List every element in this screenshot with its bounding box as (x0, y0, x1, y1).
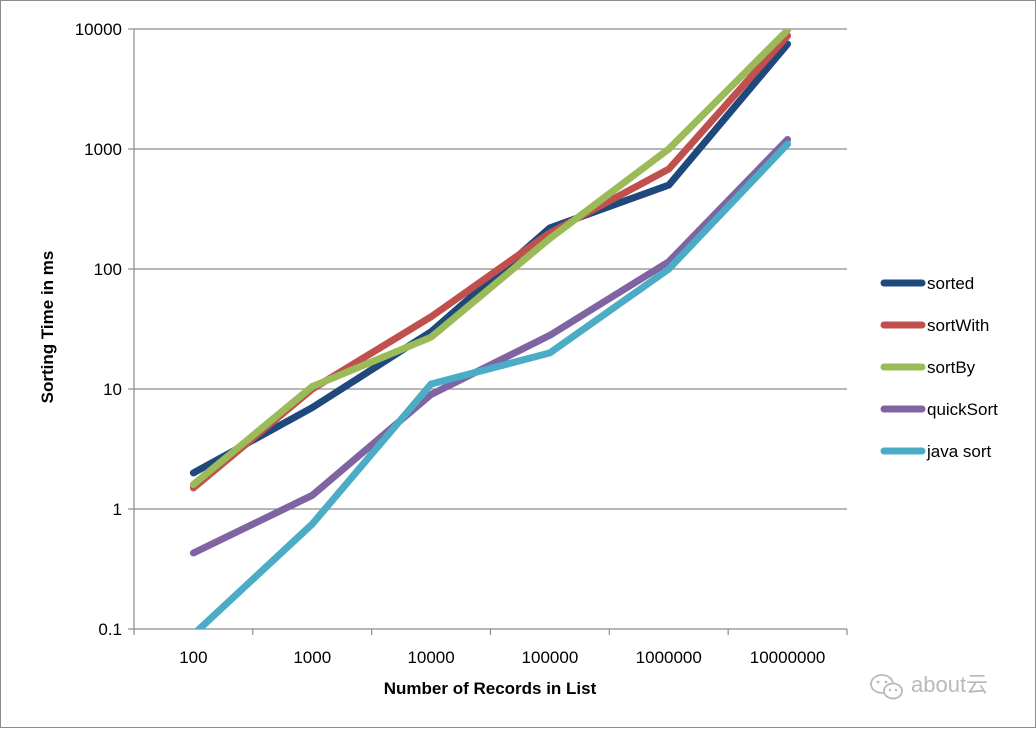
x-tick-label: 10000000 (750, 648, 826, 667)
x-tick-labels: 100 1000 10000 100000 1000000 10000000 (179, 648, 825, 667)
legend-label: sortBy (927, 358, 976, 377)
y-tick-label: 1 (113, 500, 122, 519)
x-tick-label: 100000 (522, 648, 579, 667)
axes (128, 28, 848, 635)
legend: sorted sortWith sortBy quickSort java sort (880, 274, 998, 461)
legend-item: sortWith (880, 316, 989, 335)
y-tick-label: 1000 (84, 140, 122, 159)
y-tick-label: 0.1 (98, 620, 122, 639)
series-line-quicksort (189, 136, 792, 557)
watermark: about云 (870, 672, 988, 700)
legend-label: sorted (927, 274, 974, 293)
series-line-sortby (189, 29, 792, 488)
y-axis-title: Sorting Time in ms (38, 251, 57, 404)
wechat-icon (870, 674, 903, 700)
x-tick-label: 1000 (293, 648, 331, 667)
x-tick-label: 100 (179, 648, 207, 667)
series-line-sorted (189, 40, 792, 477)
y-tick-label: 10000 (75, 20, 122, 39)
x-tick-label: 10000 (407, 648, 454, 667)
watermark-text: about云 (911, 672, 988, 697)
series-line-java-sort (194, 140, 792, 629)
legend-item: quickSort (880, 400, 998, 419)
x-tick-label: 1000000 (636, 648, 702, 667)
y-tick-labels: 0.1 1 10 100 1000 10000 (75, 20, 122, 639)
legend-item: java sort (880, 442, 992, 461)
series-lines (189, 29, 792, 629)
x-axis-title: Number of Records in List (384, 679, 597, 698)
y-tick-label: 100 (94, 260, 122, 279)
legend-label: sortWith (927, 316, 989, 335)
legend-item: sortBy (880, 358, 976, 377)
legend-label: quickSort (927, 400, 998, 419)
y-tick-label: 10 (103, 380, 122, 399)
gridlines (134, 28, 847, 510)
legend-label: java sort (926, 442, 992, 461)
legend-item: sorted (880, 274, 974, 293)
